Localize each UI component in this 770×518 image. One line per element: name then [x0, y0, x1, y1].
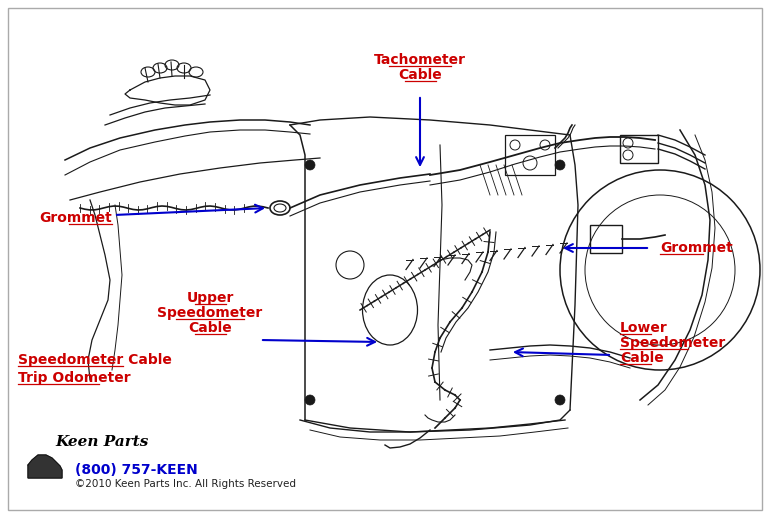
Bar: [590, 225, 622, 253]
Circle shape: [555, 160, 565, 170]
Text: Tachometer: Tachometer: [374, 53, 466, 67]
Circle shape: [305, 395, 315, 405]
Text: Upper: Upper: [186, 291, 233, 305]
Text: Grommet: Grommet: [660, 241, 733, 255]
Bar: [505, 135, 555, 175]
Text: Trip Odometer: Trip Odometer: [18, 371, 131, 385]
Text: ©2010 Keen Parts Inc. All Rights Reserved: ©2010 Keen Parts Inc. All Rights Reserve…: [75, 479, 296, 489]
Circle shape: [305, 160, 315, 170]
Text: (800) 757-KEEN: (800) 757-KEEN: [75, 463, 198, 477]
Text: Keen Parts: Keen Parts: [55, 435, 149, 449]
Text: Cable: Cable: [620, 351, 664, 365]
Text: Speedometer Cable: Speedometer Cable: [18, 353, 172, 367]
Text: Cable: Cable: [398, 68, 442, 82]
Bar: [620, 135, 658, 163]
Text: Speedometer: Speedometer: [157, 306, 263, 320]
Circle shape: [555, 395, 565, 405]
Text: Cable: Cable: [188, 321, 232, 335]
Text: Lower: Lower: [620, 321, 668, 335]
Text: Speedometer: Speedometer: [620, 336, 725, 350]
Polygon shape: [28, 455, 62, 478]
Text: Grommet: Grommet: [39, 211, 112, 225]
